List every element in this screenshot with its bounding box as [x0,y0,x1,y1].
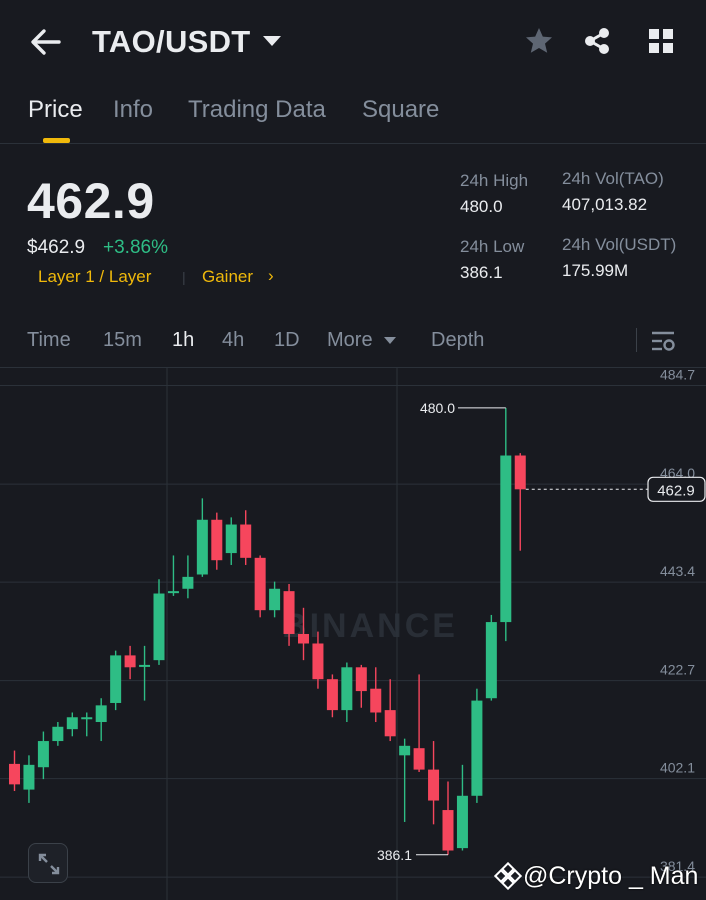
candle-down [384,710,396,737]
stat-low-value: 386.1 [460,263,503,282]
candle-down [442,810,454,851]
binance-logo-icon [494,862,522,890]
active-tab-indicator [43,138,70,143]
tf-1h[interactable]: 1h [172,329,195,351]
candle-up [471,700,483,796]
candle-down [514,455,526,490]
tf-time[interactable]: Time [27,329,71,351]
caret-down-icon[interactable] [263,36,281,46]
candle-down [254,557,266,611]
y-tick-label: 484.7 [660,367,695,383]
chevron-right-icon: › [268,266,274,285]
candle-down [298,633,309,644]
tf-1d[interactable]: 1D [274,329,300,351]
divider [636,328,637,352]
last-price-box [647,476,706,502]
candle-down [326,679,338,711]
candle-up [81,717,93,720]
last-price-tag: 462.9 [657,482,695,499]
chart-watermark: BINANCE [282,607,458,645]
candle-down [355,667,367,692]
last-price: 462.9 [27,173,155,229]
candle-down [283,591,295,634]
candle-up [52,726,64,742]
candle-down [428,769,440,801]
tab-square[interactable]: Square [362,96,440,123]
stat-vol-quote-value: 175.99M [562,261,629,280]
candle-down [124,655,136,668]
tf-more[interactable]: More [327,329,373,351]
candle-down [9,763,20,785]
candle-up [110,655,122,703]
tag-divider: | [182,269,186,285]
low-marker-label: 386.1 [377,847,412,863]
tf-4h[interactable]: 4h [222,329,245,351]
candle-up [399,745,411,756]
tab-info[interactable]: Info [113,96,154,123]
price-change: +3.86% [103,237,168,258]
y-tick-label: 422.7 [660,662,695,678]
tf-15m[interactable]: 15m [103,329,142,351]
y-tick-label: 381.4 [660,858,695,874]
expand-icon [38,853,60,875]
candle-up [500,455,512,623]
grid-icon[interactable] [645,25,677,57]
gainer-tag[interactable]: Gainer [202,267,254,286]
candle-down [413,748,425,770]
share-icon[interactable] [581,25,613,57]
candle-up [341,667,353,711]
stat-high-label: 24h High [460,171,529,190]
caret-down-icon [384,337,396,344]
star-icon[interactable] [523,25,555,57]
candle-up [167,591,179,594]
candle-down [240,524,252,558]
candle-down [211,519,223,561]
stat-low-label: 24h Low [460,237,525,256]
stat-vol-quote-label: 24h Vol(USDT) [562,235,677,254]
stat-high-value: 480.0 [460,197,503,216]
back-arrow-icon[interactable] [28,24,64,60]
candle-up [23,764,35,790]
stat-vol-base-value: 407,013.82 [562,195,648,214]
candle-up [182,576,194,589]
candle-up [37,741,49,768]
high-marker-label: 480.0 [420,400,455,416]
candle-up [153,593,165,661]
candlestick-chart[interactable]: 484.7464.0443.4422.7402.1381.4BINANCE462… [0,367,706,900]
y-tick-label: 443.4 [660,563,695,579]
candle-up [456,795,468,849]
y-tick-label: 402.1 [660,760,695,776]
expand-chart-button[interactable] [28,843,68,883]
tab-trading-data[interactable]: Trading Data [188,96,326,123]
candle-down [370,688,382,713]
candle-up [139,664,151,667]
candle-up [196,519,208,575]
candle-down [312,643,324,680]
pair-title[interactable]: TAO/USDT [92,24,251,59]
creator-watermark: @Crypto _ Man [523,862,699,890]
category-tag[interactable]: Layer 1 / Layer [38,267,152,286]
candle-up [95,705,107,723]
stat-vol-base-label: 24h Vol(TAO) [562,169,664,188]
candle-up [485,622,497,699]
tab-bar: Price Info Trading Data Square [0,86,706,144]
usd-price: $462.9 [27,237,86,258]
chart-settings-icon[interactable] [650,328,676,354]
tf-depth[interactable]: Depth [431,329,485,351]
tab-price[interactable]: Price [28,96,83,123]
candle-up [269,588,281,611]
candle-up [225,524,237,554]
top-bar: TAO/USDT [0,0,706,86]
candle-up [66,717,78,730]
